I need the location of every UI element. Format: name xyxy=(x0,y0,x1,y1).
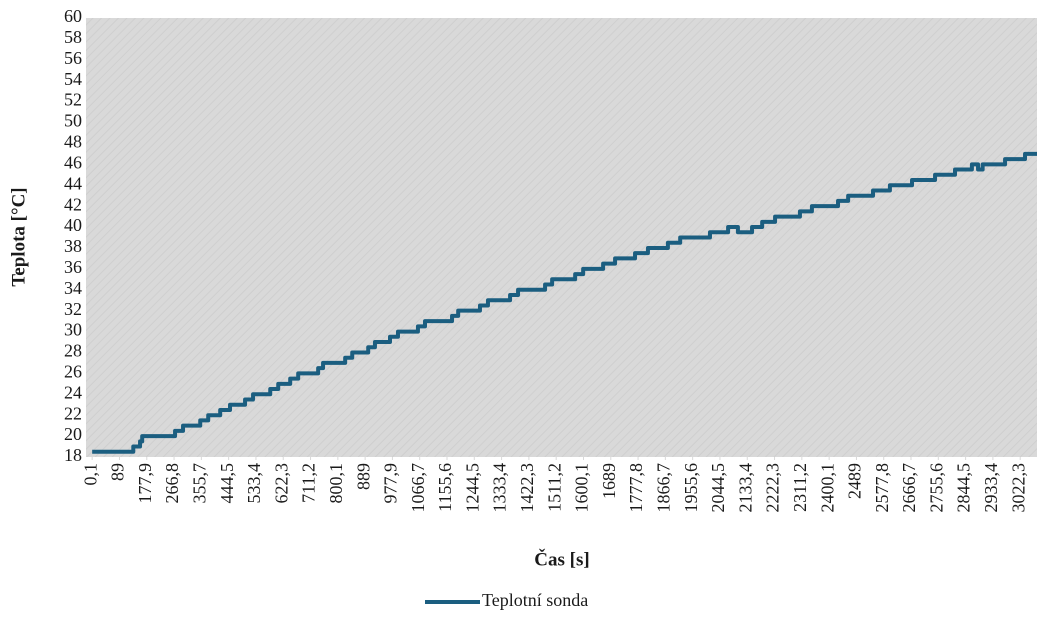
x-tick-label: 2133,4 xyxy=(735,463,755,513)
x-tick-label: 2311,2 xyxy=(790,463,810,512)
x-tick-label: 1689 xyxy=(599,463,619,499)
y-tick-label: 20 xyxy=(64,424,82,444)
x-tick-label: 711,2 xyxy=(299,463,319,503)
y-tick-label: 36 xyxy=(64,257,82,277)
x-tick-label: 1333,4 xyxy=(490,463,510,513)
y-tick-label: 58 xyxy=(64,27,82,47)
y-tick-label: 48 xyxy=(64,132,82,152)
x-tick-label: 3022,3 xyxy=(1008,463,1028,513)
x-tick-label: 1600,1 xyxy=(572,463,592,513)
line-series xyxy=(92,151,1037,454)
y-tick-label: 60 xyxy=(64,6,82,26)
y-tick-label: 22 xyxy=(64,403,82,423)
x-tick-label: 2489 xyxy=(845,463,865,499)
y-tick-label: 18 xyxy=(64,445,82,465)
y-tick-label: 30 xyxy=(64,320,82,340)
y-tick-label: 34 xyxy=(64,278,82,298)
x-tick-label: 2577,8 xyxy=(872,463,892,513)
x-tick-label: 2044,5 xyxy=(708,463,728,513)
y-tick-label: 52 xyxy=(64,90,82,110)
y-axis-title: Teplota [°C] xyxy=(8,187,29,286)
x-tick-label: 2844,5 xyxy=(954,463,974,513)
y-tick-label: 40 xyxy=(64,215,82,235)
y-tick-label: 28 xyxy=(64,341,82,361)
y-tick-label: 42 xyxy=(64,194,82,214)
x-tick-label: 622,3 xyxy=(271,463,291,504)
x-tick-label: 1422,3 xyxy=(517,463,537,513)
x-tick-label: 1777,8 xyxy=(626,463,646,513)
y-tick-label: 46 xyxy=(64,152,82,172)
x-tick-label: 2933,4 xyxy=(981,463,1001,513)
x-tick-label: 1511,2 xyxy=(544,463,564,512)
y-tick-label: 26 xyxy=(64,362,82,382)
y-tick-label: 32 xyxy=(64,299,82,319)
x-tick-label: 0,1 xyxy=(80,463,100,486)
x-tick-label: 266,8 xyxy=(162,463,182,504)
x-tick-label: 1866,7 xyxy=(653,463,673,513)
x-tick-label: 1155,6 xyxy=(435,463,455,512)
x-tick-label: 800,1 xyxy=(326,463,346,504)
legend-label: Teplotní sonda xyxy=(482,590,588,610)
x-tick-label: 2400,1 xyxy=(817,463,837,513)
x-tick-label: 2666,7 xyxy=(899,463,919,513)
y-tick-label: 38 xyxy=(64,236,82,256)
plot-area xyxy=(86,18,1037,457)
x-tick-label: 1244,5 xyxy=(462,463,482,513)
x-tick-label: 177,9 xyxy=(135,463,155,504)
x-tick-label: 355,7 xyxy=(189,463,209,504)
y-tick-label: 56 xyxy=(64,48,82,68)
y-tick-label: 50 xyxy=(64,111,82,131)
y-tick-label: 44 xyxy=(64,173,82,193)
x-tick-label: 889 xyxy=(353,463,373,490)
x-tick-label: 89 xyxy=(108,463,128,481)
x-tick-label: 977,9 xyxy=(381,463,401,504)
y-tick-label: 24 xyxy=(64,382,82,402)
x-tick-label: 2222,3 xyxy=(763,463,783,513)
x-tick-label: 1066,7 xyxy=(408,463,428,513)
x-tick-label: 533,4 xyxy=(244,463,264,504)
x-tick-label: 1955,6 xyxy=(681,463,701,513)
x-tick-label: 444,5 xyxy=(217,463,237,504)
y-tick-label: 54 xyxy=(64,69,82,89)
x-tick-label: 2755,6 xyxy=(926,463,946,513)
x-axis-title: Čas [s] xyxy=(534,548,589,570)
